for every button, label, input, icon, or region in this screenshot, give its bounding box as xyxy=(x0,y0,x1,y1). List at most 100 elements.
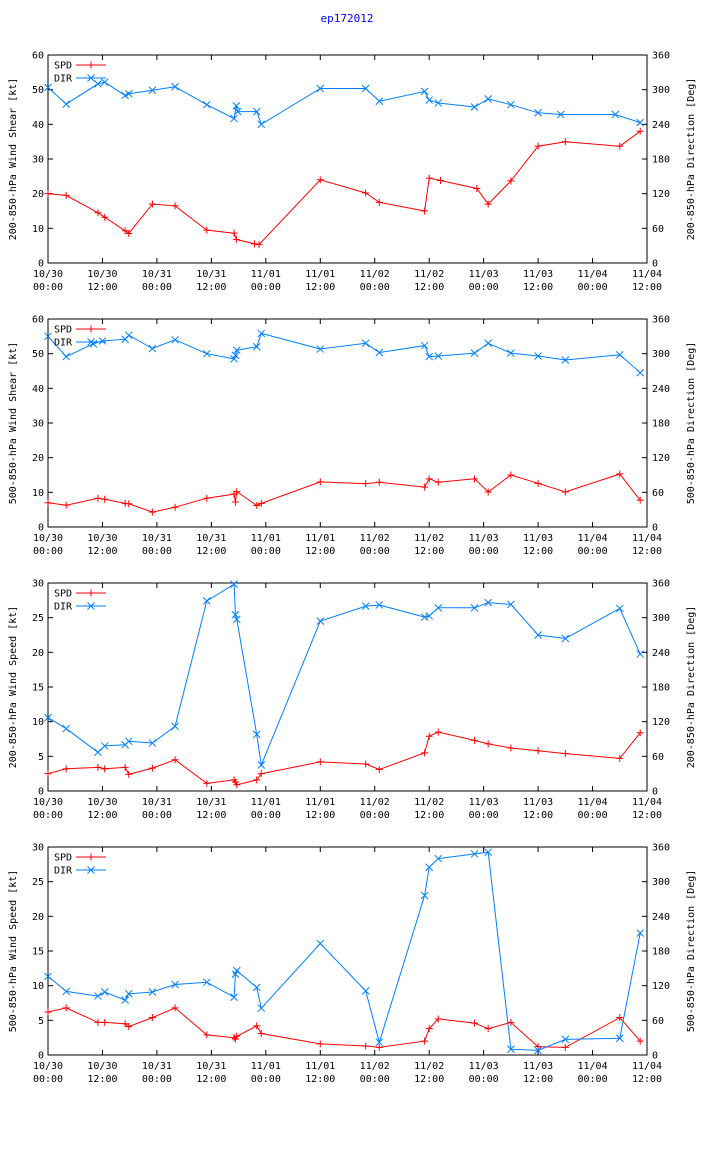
data-point-dir xyxy=(232,615,241,624)
x-tick-label-time: 12:00 xyxy=(632,810,662,821)
data-point-spd xyxy=(62,501,70,509)
data-point-dir xyxy=(252,107,261,116)
series-line-dir xyxy=(47,851,641,1051)
chart-panel-1: 0 10 20 30 40 50 60 0 60 120 180 240 300 360 10/30 00:0… xyxy=(8,51,697,294)
legend-marker-spd xyxy=(87,589,95,597)
data-point-dir xyxy=(44,83,52,92)
data-point-spd xyxy=(44,499,52,507)
data-point-spd xyxy=(561,488,569,496)
data-point-dir xyxy=(230,114,238,123)
x-tick-label-time: 00:00 xyxy=(251,546,281,557)
x-tick-label-date: 10/31 xyxy=(142,533,172,544)
x-tick-label-time: 12:00 xyxy=(414,810,444,821)
data-point-dir xyxy=(615,1034,624,1043)
y-axis-label: 200-850-hPa Wind Speed [kt] xyxy=(8,606,19,769)
data-point-dir xyxy=(252,730,261,739)
y2-tick-label: 60 xyxy=(652,1016,664,1027)
data-point-spd xyxy=(534,1043,542,1051)
x-tick-label-date: 10/30 xyxy=(33,269,63,280)
x-tick-label-time: 00:00 xyxy=(469,282,499,293)
data-point-dir xyxy=(148,988,157,996)
data-point-spd xyxy=(233,488,241,496)
x-tick-label-date: 11/01 xyxy=(305,533,335,544)
data-point-spd xyxy=(507,1018,515,1026)
x-tick-label-time: 00:00 xyxy=(33,1074,63,1085)
data-point-dir xyxy=(124,331,133,340)
data-point-dir xyxy=(316,939,325,948)
x-tick-label-time: 12:00 xyxy=(196,282,226,293)
x-tick-label-date: 11/01 xyxy=(251,533,281,544)
x-tick-label-date: 11/03 xyxy=(469,797,499,808)
x-tick-label-date: 10/30 xyxy=(87,1061,117,1072)
data-point-dir xyxy=(230,993,238,1002)
data-point-spd xyxy=(434,1015,442,1023)
x-tick-label-date: 10/30 xyxy=(87,269,117,280)
y-tick-label: 20 xyxy=(32,189,44,200)
x-tick-label-time: 00:00 xyxy=(142,1074,172,1085)
y2-tick-label: 60 xyxy=(652,752,664,763)
series-spd xyxy=(44,127,644,249)
data-point-dir xyxy=(232,346,241,355)
data-point-dir xyxy=(361,84,370,93)
data-point-spd xyxy=(437,176,445,184)
data-point-spd xyxy=(561,750,569,758)
data-point-spd xyxy=(534,142,542,150)
data-point-spd xyxy=(233,1032,241,1040)
x-tick-label-time: 00:00 xyxy=(33,810,63,821)
series-spd xyxy=(44,1004,644,1051)
data-point-spd xyxy=(375,478,383,486)
data-point-spd xyxy=(534,747,542,755)
data-point-spd xyxy=(148,508,156,516)
x-tick-label-time: 00:00 xyxy=(577,1074,607,1085)
data-point-dir xyxy=(534,631,542,639)
legend-label-dir: DIR xyxy=(54,338,73,349)
data-point-dir xyxy=(252,983,261,992)
series-dir xyxy=(44,848,645,1055)
chart-panel-2: 0 10 20 30 40 50 60 0 60 120 180 240 300 360 10/30 00:0… xyxy=(8,315,697,558)
data-point-spd xyxy=(316,478,324,486)
data-point-spd xyxy=(233,781,241,789)
data-point-spd xyxy=(421,1037,429,1045)
data-point-spd xyxy=(507,744,515,752)
data-point-dir xyxy=(44,332,52,341)
y-tick-label: 20 xyxy=(32,912,44,923)
data-point-spd xyxy=(171,756,179,764)
data-point-spd xyxy=(471,475,479,483)
plot-frame xyxy=(47,54,648,264)
page-title: ep172012 xyxy=(320,12,374,25)
x-tick-label-date: 11/04 xyxy=(632,269,662,280)
data-point-dir xyxy=(425,863,434,872)
data-point-dir xyxy=(434,854,443,863)
data-point-spd xyxy=(232,235,240,243)
data-point-spd xyxy=(62,191,70,199)
data-point-dir xyxy=(615,350,624,359)
data-point-spd xyxy=(101,213,109,221)
x-tick-label-time: 12:00 xyxy=(305,546,335,557)
data-point-dir xyxy=(636,929,645,937)
data-point-dir xyxy=(100,78,109,87)
y2-tick-label: 180 xyxy=(652,155,670,166)
x-tick-label-date: 11/04 xyxy=(577,269,607,280)
data-point-dir xyxy=(375,97,384,106)
series-line-spd xyxy=(47,473,641,513)
y-tick-label: 15 xyxy=(32,947,44,958)
data-point-spd xyxy=(62,1004,70,1012)
x-tick-label-date: 10/31 xyxy=(142,1061,172,1072)
y-tick-label: 10 xyxy=(32,224,44,235)
data-point-spd xyxy=(250,240,258,248)
x-tick-label-time: 00:00 xyxy=(469,1074,499,1085)
x-tick-label-date: 11/01 xyxy=(251,797,281,808)
x-tick-label-time: 00:00 xyxy=(360,1074,390,1085)
legend-marker-dir xyxy=(87,338,95,346)
data-point-dir xyxy=(171,82,179,91)
data-point-dir xyxy=(100,988,109,996)
data-point-spd xyxy=(421,483,429,491)
data-point-dir xyxy=(507,100,515,109)
y2-tick-label: 60 xyxy=(652,224,664,235)
data-point-spd xyxy=(203,494,211,502)
data-point-spd xyxy=(44,770,52,778)
data-point-dir xyxy=(507,1045,515,1054)
series-line-dir xyxy=(47,81,641,126)
x-tick-label-date: 11/02 xyxy=(414,1061,444,1072)
y-tick-label: 30 xyxy=(32,843,44,854)
